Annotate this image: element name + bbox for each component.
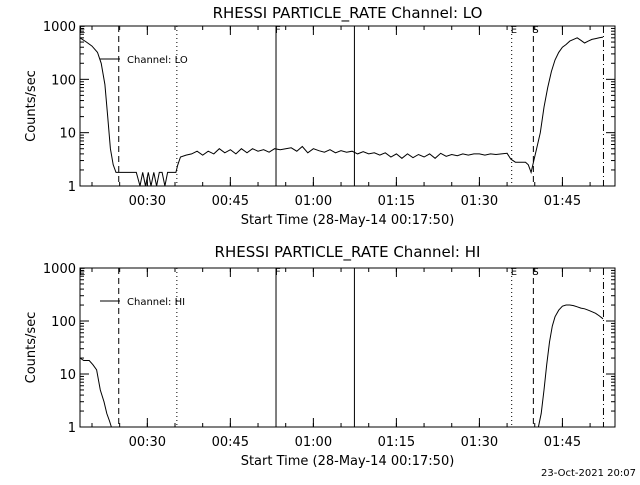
x-tick-label: 01:00: [295, 194, 332, 209]
legend-label: Channel: HI: [127, 297, 185, 308]
y-tick-label: 100: [51, 73, 76, 88]
series-line: [79, 36, 604, 187]
legend-label: Channel: LO: [127, 55, 188, 66]
panel-lo: RHESSI PARTICLE_RATE Channel: LO Counts/s…: [24, 4, 616, 228]
y-axis-label: Counts/sec: [24, 70, 39, 142]
x-tick-label: 01:45: [544, 194, 581, 209]
event-marker-label: S: [532, 25, 538, 36]
x-tick-label: 01:15: [378, 194, 415, 209]
y-axis-label: Counts/sec: [24, 312, 39, 384]
chart-title: RHESSI PARTICLE_RATE Channel: LO: [213, 4, 483, 23]
event-marker-label: F: [275, 267, 281, 278]
event-marker-label: S: [532, 267, 538, 278]
y-tick-label: 1: [68, 421, 76, 436]
x-tick-label: 00:45: [212, 194, 249, 209]
event-marker-label: F: [275, 25, 281, 36]
plot-frame: [79, 25, 616, 187]
y-tick-label: 1000: [43, 262, 76, 277]
event-marker-label: E: [79, 25, 85, 36]
x-axis-label: Start Time (28-May-14 00:17:50): [241, 454, 455, 469]
x-tick-label: 00:30: [129, 194, 166, 209]
x-axis-label: Start Time (28-May-14 00:17:50): [241, 213, 455, 228]
event-marker-label: E: [511, 267, 517, 278]
footer-date: 23-Oct-2021 20:07: [541, 468, 636, 479]
x-tick-label: 01:30: [461, 435, 498, 450]
x-tick-label: 01:45: [544, 435, 581, 450]
chart-title: RHESSI PARTICLE_RATE Channel: HI: [215, 243, 481, 262]
plot-frame: [79, 267, 616, 428]
x-tick-label: 00:30: [129, 435, 166, 450]
event-marker-label: E: [511, 25, 517, 36]
y-tick-label: 1000: [43, 20, 76, 35]
x-tick-label: 01:15: [378, 435, 415, 450]
panel-hi: RHESSI PARTICLE_RATE Channel: HI Counts/s…: [24, 243, 616, 469]
y-tick-label: 100: [51, 315, 76, 330]
y-tick-label: 1: [68, 180, 76, 195]
series-line: [537, 304, 604, 428]
event-marker-label: E: [79, 267, 85, 278]
x-tick-label: 01:00: [295, 435, 332, 450]
y-tick-label: 10: [59, 368, 76, 383]
series-line: [79, 357, 112, 428]
x-tick-label: 00:45: [212, 435, 249, 450]
x-tick-label: 01:30: [461, 194, 498, 209]
y-tick-label: 10: [59, 127, 76, 142]
